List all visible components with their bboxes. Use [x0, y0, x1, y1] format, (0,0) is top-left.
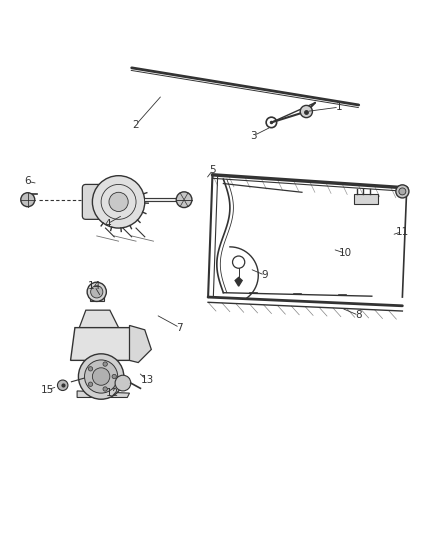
Circle shape [115, 375, 131, 391]
Circle shape [88, 367, 93, 371]
Text: 13: 13 [140, 375, 154, 385]
Polygon shape [71, 328, 136, 360]
Circle shape [109, 192, 128, 212]
Text: 8: 8 [355, 310, 362, 320]
FancyBboxPatch shape [354, 193, 378, 204]
Circle shape [21, 193, 35, 207]
Circle shape [112, 374, 117, 379]
Text: 2: 2 [133, 119, 139, 130]
Circle shape [92, 368, 110, 385]
Text: 7: 7 [177, 322, 183, 333]
Circle shape [88, 382, 93, 386]
Circle shape [103, 362, 107, 366]
Circle shape [176, 192, 192, 207]
Text: 12: 12 [106, 388, 119, 398]
Polygon shape [79, 310, 119, 328]
FancyBboxPatch shape [82, 184, 122, 220]
Text: 14: 14 [88, 281, 101, 291]
Text: 1: 1 [336, 102, 343, 112]
Circle shape [396, 185, 409, 198]
Text: 5: 5 [209, 165, 216, 175]
Polygon shape [130, 326, 151, 362]
Text: 9: 9 [261, 270, 268, 280]
Circle shape [399, 188, 406, 195]
Text: 11: 11 [396, 227, 409, 237]
Circle shape [78, 354, 124, 399]
Circle shape [87, 282, 106, 302]
Circle shape [300, 106, 312, 118]
Text: 10: 10 [339, 248, 352, 259]
Circle shape [103, 387, 107, 391]
Polygon shape [235, 277, 242, 286]
Circle shape [91, 286, 103, 298]
Text: 3: 3 [251, 131, 257, 141]
Circle shape [92, 176, 145, 228]
Text: 15: 15 [41, 385, 54, 394]
FancyBboxPatch shape [90, 292, 104, 302]
Polygon shape [77, 391, 130, 398]
Circle shape [57, 380, 68, 391]
Text: 4: 4 [104, 219, 111, 229]
Text: 6: 6 [25, 176, 31, 187]
Circle shape [85, 360, 118, 393]
